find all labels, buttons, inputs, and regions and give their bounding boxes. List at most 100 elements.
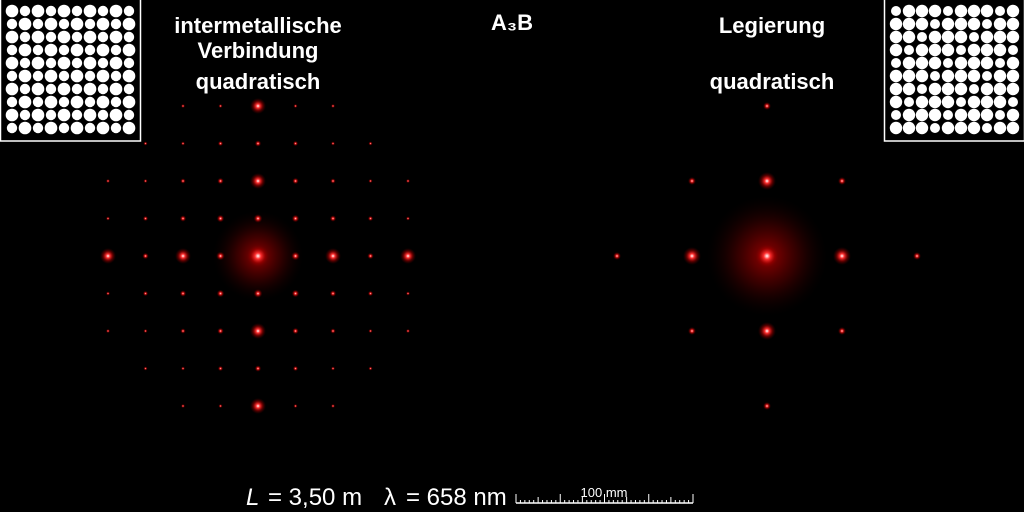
lattice-atom [32,96,44,108]
lattice-atom [123,83,135,95]
lattice-atom [928,95,942,109]
lattice-atom [109,4,123,18]
lattice-atom [928,4,942,18]
spot [331,141,335,146]
lattice-atom [915,56,929,70]
right-label: Legierung quadratisch [710,13,835,94]
lattice-atom [97,57,109,69]
lattice-atom [889,17,903,31]
lattice-atom [97,83,109,95]
title: A₃B [491,10,533,35]
lattice-atom [993,69,1007,83]
spot [293,104,298,108]
spot [216,289,225,298]
lattice-atom [902,108,916,122]
spot [406,329,410,333]
spot [217,327,224,335]
lattice-atom [18,69,32,83]
spot [293,404,298,408]
lattice-atom [1008,45,1018,55]
spot [142,290,149,297]
lattice-atom [96,69,110,83]
spot [180,328,186,334]
lattice-atom [83,82,97,96]
lattice-atom [5,82,19,96]
lattice-atom [96,95,110,109]
lattice-atom [6,70,18,82]
lattice-atom [954,30,968,44]
lattice-atom [109,30,123,44]
lattice-atom [995,6,1005,16]
lattice-atom [954,56,968,70]
lattice-atom [954,82,968,96]
lattice-atom [96,121,110,135]
lattice-atom [71,31,83,43]
lattice-atom [57,82,71,96]
lattice-atom [928,108,942,122]
lattice-atom [110,44,122,56]
lattice-atom [44,69,58,83]
lattice-atom [44,17,58,31]
lattice-atom [109,82,123,96]
lattice-atom [889,69,903,83]
lattice-atom [967,56,981,70]
spot [291,251,300,261]
lattice-atom [5,56,19,70]
lattice-atom [58,70,70,82]
spot [368,366,373,371]
spot [367,215,374,222]
lattice-atom [122,121,136,135]
label-line: Legierung [719,13,825,38]
spot [254,140,262,147]
lattice-atom [889,43,903,57]
spot [754,243,780,269]
lattice-atom [58,96,70,108]
lattice-atom [941,17,955,31]
lattice-atom [993,17,1007,31]
spot [406,216,410,221]
lattice-atom [1006,108,1020,122]
lattice-atom [57,108,71,122]
spot [143,179,148,183]
spot [291,214,300,223]
lattice-atom [943,58,953,68]
lattice-atom [110,96,122,108]
lattice-atom [84,70,96,82]
spot [367,252,374,260]
lattice-atom [109,108,123,122]
lattice-atom [967,43,981,57]
spot [763,102,771,110]
lattice-atom [889,30,903,44]
lattice-atom [969,32,979,42]
lattice-atom [1006,121,1020,135]
lattice-atom [70,95,84,109]
lattice-atom [915,69,929,83]
lattice-atom [956,97,966,107]
lattice-atom [954,121,968,135]
spot [833,247,851,265]
spot [758,322,776,340]
lattice-atom [122,69,136,83]
lattice-atom [71,109,83,121]
lattice-atom [891,110,901,120]
lattice-atom [123,5,135,17]
lattice-atom [967,4,981,18]
lattice-atom [31,108,45,122]
spot [331,366,335,371]
lattice-atom [969,84,979,94]
spot [218,104,223,108]
wavelength-symbol: λ [384,484,396,511]
label-line: quadratisch [196,69,321,94]
scale-bar: 100 mm [515,485,694,504]
lattice-atom [917,84,927,94]
lattice-atom [6,44,18,56]
lattice-atom [18,121,32,135]
spot [368,179,373,183]
lattice-atom [19,31,31,43]
lattice-atom [928,43,942,57]
lattice-atom [1006,56,1020,70]
lattice-atom [110,70,122,82]
lattice-atom [954,4,968,18]
lattice-atom [19,83,31,95]
